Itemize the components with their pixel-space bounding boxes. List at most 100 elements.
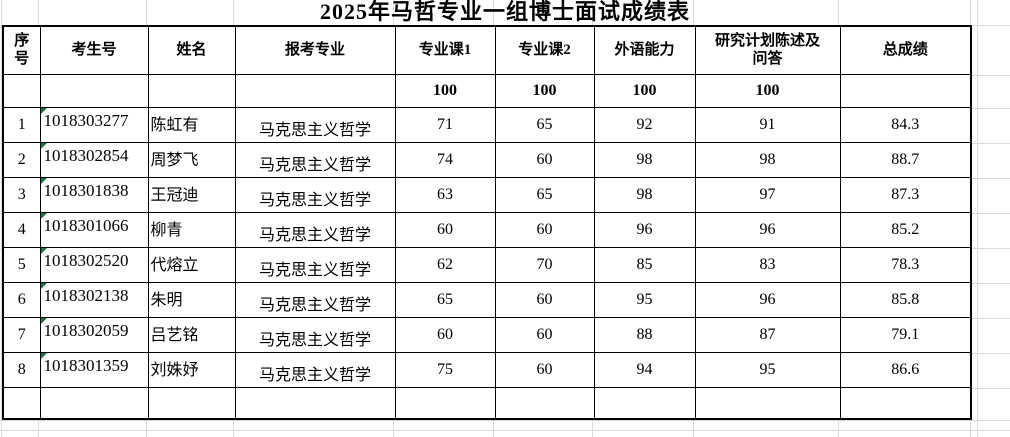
- cell-r8-c7[interactable]: 95: [694, 351, 841, 388]
- cell-r3-c3[interactable]: 马克思主义哲学: [234, 176, 396, 213]
- cell-r2-c2[interactable]: 周梦飞: [147, 141, 236, 178]
- cell-r4-c7[interactable]: 96: [694, 211, 841, 248]
- cell-r5-c5[interactable]: 70: [494, 246, 595, 283]
- cell-r5-c1[interactable]: 1018302520: [39, 246, 149, 283]
- empty-cell-c4[interactable]: [394, 386, 496, 420]
- cell-r4-c6[interactable]: 96: [593, 211, 696, 248]
- cell-r6-c4[interactable]: 65: [394, 281, 496, 318]
- column-header-2[interactable]: 姓名: [147, 25, 236, 75]
- cell-r8-c5[interactable]: 60: [494, 351, 595, 388]
- cell-r8-c2[interactable]: 刘姝妤: [147, 351, 236, 388]
- cell-r6-c5[interactable]: 60: [494, 281, 595, 318]
- cell-r1-c3[interactable]: 马克思主义哲学: [234, 106, 396, 143]
- cell-r6-c6[interactable]: 95: [593, 281, 696, 318]
- column-header-3[interactable]: 报考专业: [234, 25, 396, 75]
- cell-r7-c5[interactable]: 60: [494, 316, 595, 353]
- cell-r8-c1[interactable]: 1018301359: [39, 351, 149, 388]
- cell-r6-c0[interactable]: 6: [2, 281, 41, 318]
- cell-r2-c4[interactable]: 74: [394, 141, 496, 178]
- empty-cell-c8[interactable]: [839, 386, 972, 420]
- column-header-5[interactable]: 专业课2: [494, 25, 595, 75]
- cell-r3-c4[interactable]: 63: [394, 176, 496, 213]
- full-marks-cell-3[interactable]: [234, 73, 396, 108]
- cell-r3-c1[interactable]: 1018301838: [39, 176, 149, 213]
- column-header-7[interactable]: 研究计划陈述及 问答: [694, 25, 841, 75]
- cell-r4-c8[interactable]: 85.2: [839, 211, 972, 248]
- cell-r5-c2[interactable]: 代熔立: [147, 246, 236, 283]
- cell-r8-c0[interactable]: 8: [2, 351, 41, 388]
- cell-r2-c6[interactable]: 98: [593, 141, 696, 178]
- cell-r1-c7[interactable]: 91: [694, 106, 841, 143]
- cell-r6-c2[interactable]: 朱明: [147, 281, 236, 318]
- cell-r6-c8[interactable]: 85.8: [839, 281, 972, 318]
- cell-r4-c2[interactable]: 柳青: [147, 211, 236, 248]
- cell-r5-c0[interactable]: 5: [2, 246, 41, 283]
- cell-r3-c0[interactable]: 3: [2, 176, 41, 213]
- cell-r2-c3[interactable]: 马克思主义哲学: [234, 141, 396, 178]
- full-marks-cell-7[interactable]: 100: [694, 73, 841, 108]
- cell-r2-c1[interactable]: 1018302854: [39, 141, 149, 178]
- cell-r2-c5[interactable]: 60: [494, 141, 595, 178]
- full-marks-cell-2[interactable]: [147, 73, 236, 108]
- cell-r6-c1[interactable]: 1018302138: [39, 281, 149, 318]
- full-marks-cell-0[interactable]: [2, 73, 41, 108]
- cell-r3-c6[interactable]: 98: [593, 176, 696, 213]
- cell-r8-c8[interactable]: 86.6: [839, 351, 972, 388]
- column-header-6[interactable]: 外语能力: [593, 25, 696, 75]
- cell-r7-c3[interactable]: 马克思主义哲学: [234, 316, 396, 353]
- cell-r8-c4[interactable]: 75: [394, 351, 496, 388]
- cell-r4-c4[interactable]: 60: [394, 211, 496, 248]
- full-marks-cell-6[interactable]: 100: [593, 73, 696, 108]
- cell-r6-c3[interactable]: 马克思主义哲学: [234, 281, 396, 318]
- cell-r3-c7[interactable]: 97: [694, 176, 841, 213]
- cell-r7-c0[interactable]: 7: [2, 316, 41, 353]
- cell-r7-c2[interactable]: 吕艺铭: [147, 316, 236, 353]
- cell-r1-c8[interactable]: 84.3: [839, 106, 972, 143]
- cell-r1-c4[interactable]: 71: [394, 106, 496, 143]
- cell-r8-c6[interactable]: 94: [593, 351, 696, 388]
- cell-r7-c7[interactable]: 87: [694, 316, 841, 353]
- cell-r4-c1[interactable]: 1018301066: [39, 211, 149, 248]
- cell-r5-c3[interactable]: 马克思主义哲学: [234, 246, 396, 283]
- cell-r1-c2[interactable]: 陈虹有: [147, 106, 236, 143]
- cell-r3-c8[interactable]: 87.3: [839, 176, 972, 213]
- cell-r2-c8[interactable]: 88.7: [839, 141, 972, 178]
- empty-cell-c0[interactable]: [2, 386, 41, 420]
- cell-r5-c8[interactable]: 78.3: [839, 246, 972, 283]
- cell-r3-c5[interactable]: 65: [494, 176, 595, 213]
- column-header-8[interactable]: 总成绩: [839, 25, 972, 75]
- cell-r4-c3[interactable]: 马克思主义哲学: [234, 211, 396, 248]
- empty-cell-c5[interactable]: [494, 386, 595, 420]
- empty-cell-c3[interactable]: [234, 386, 396, 420]
- cell-r5-c4[interactable]: 62: [394, 246, 496, 283]
- cell-r5-c7[interactable]: 83: [694, 246, 841, 283]
- column-header-0[interactable]: 序 号: [2, 25, 41, 75]
- cell-r2-c7[interactable]: 98: [694, 141, 841, 178]
- cell-r7-c6[interactable]: 88: [593, 316, 696, 353]
- full-marks-cell-8[interactable]: [839, 73, 972, 108]
- cell-r2-c0[interactable]: 2: [2, 141, 41, 178]
- column-header-1[interactable]: 考生号: [39, 25, 149, 75]
- empty-cell-c2[interactable]: [147, 386, 236, 420]
- cell-r3-c2[interactable]: 王冠迪: [147, 176, 236, 213]
- cell-r1-c6[interactable]: 92: [593, 106, 696, 143]
- cell-r4-c5[interactable]: 60: [494, 211, 595, 248]
- full-marks-cell-5[interactable]: 100: [494, 73, 595, 108]
- cell-r8-c3[interactable]: 马克思主义哲学: [234, 351, 396, 388]
- empty-cell-c6[interactable]: [593, 386, 696, 420]
- full-marks-cell-4[interactable]: 100: [394, 73, 496, 108]
- cell-r6-c7[interactable]: 96: [694, 281, 841, 318]
- full-marks-cell-1[interactable]: [39, 73, 149, 108]
- cell-r1-c5[interactable]: 65: [494, 106, 595, 143]
- empty-cell-c7[interactable]: [694, 386, 841, 420]
- cell-r7-c1[interactable]: 1018302059: [39, 316, 149, 353]
- cell-r1-c0[interactable]: 1: [2, 106, 41, 143]
- cell-r5-c6[interactable]: 85: [593, 246, 696, 283]
- empty-cell-c1[interactable]: [39, 386, 149, 420]
- column-header-4[interactable]: 专业课1: [394, 25, 496, 75]
- cell-r7-c4[interactable]: 60: [394, 316, 496, 353]
- cell-r4-c0[interactable]: 4: [2, 211, 41, 248]
- table-row: 7 1018302059 吕艺铭 马克思主义哲学 60 60 88 87 79.1: [2, 316, 972, 353]
- cell-r1-c1[interactable]: 1018303277: [39, 106, 149, 143]
- cell-r7-c8[interactable]: 79.1: [839, 316, 972, 353]
